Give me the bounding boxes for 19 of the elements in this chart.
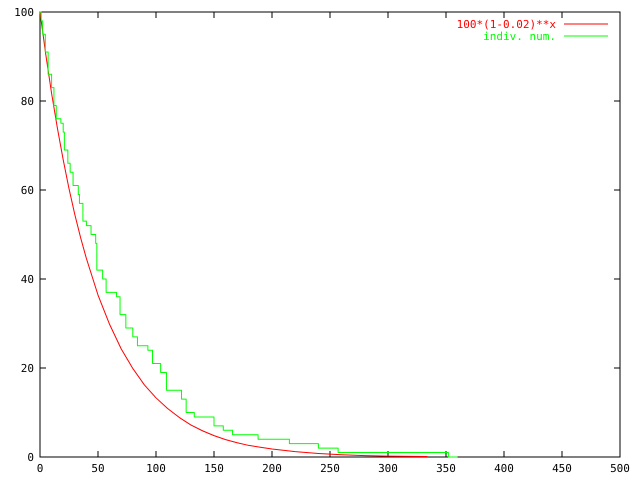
y-tick-label: 80 <box>20 95 34 108</box>
x-tick-label: 150 <box>204 462 224 475</box>
legend-label: 100*(1-0.02)**x <box>456 18 556 31</box>
x-tick-label: 0 <box>36 462 44 475</box>
y-tick-label: 60 <box>20 184 34 197</box>
x-tick-label: 50 <box>91 462 105 475</box>
x-tick-label: 250 <box>320 462 340 475</box>
x-tick-label: 200 <box>262 462 282 475</box>
x-tick-label: 100 <box>146 462 166 475</box>
y-tick-label: 40 <box>20 273 34 286</box>
y-tick-label: 20 <box>20 362 34 375</box>
x-tick-label: 300 <box>378 462 398 475</box>
x-tick-label: 500 <box>610 462 630 475</box>
x-tick-label: 350 <box>436 462 456 475</box>
y-tick-label: 0 <box>27 451 34 464</box>
x-tick-label: 400 <box>494 462 514 475</box>
x-tick-label: 450 <box>552 462 572 475</box>
legend-label: indiv. num. <box>483 30 556 43</box>
y-tick-label: 100 <box>14 6 34 19</box>
